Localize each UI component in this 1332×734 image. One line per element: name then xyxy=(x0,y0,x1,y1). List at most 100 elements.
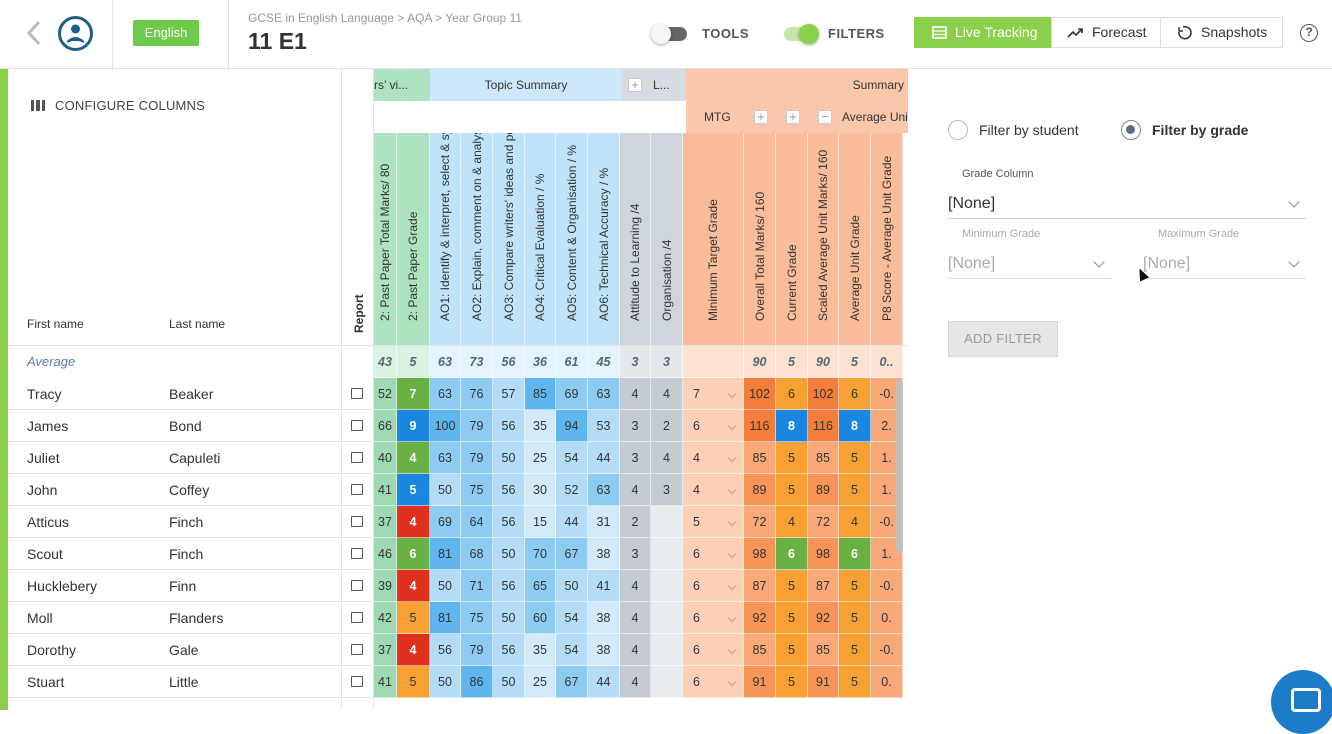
grade-cell[interactable]: 5 xyxy=(776,570,808,602)
grade-cell[interactable]: 85 xyxy=(744,442,776,474)
grade-cell[interactable]: 57 xyxy=(493,378,525,410)
chat-support-icon[interactable] xyxy=(1271,670,1332,734)
column-header[interactable]: AO5: Content & Organisation / % xyxy=(556,133,588,345)
grade-cell[interactable]: 37 xyxy=(374,506,397,538)
grade-cell[interactable]: 3 xyxy=(620,442,651,474)
grade-cell[interactable]: 66 xyxy=(374,410,397,442)
grade-cell[interactable]: 5 xyxy=(839,570,871,602)
filter-by-grade-radio[interactable] xyxy=(1121,120,1141,140)
column-header[interactable]: Overall Total Marks/ 160 xyxy=(744,133,776,345)
column-header[interactable]: AO3: Compare writers' ideas and pers... xyxy=(493,133,525,345)
student-last-name[interactable]: Coffey xyxy=(169,482,210,498)
grade-cell[interactable]: 4 xyxy=(776,506,808,538)
student-first-name[interactable]: Juliet xyxy=(27,450,60,466)
student-last-name[interactable]: Finch xyxy=(169,546,204,562)
grade-cell[interactable]: 68 xyxy=(461,538,493,570)
back-chevron-icon[interactable] xyxy=(22,18,46,48)
grade-cell[interactable]: 54 xyxy=(556,602,588,634)
student-first-name[interactable]: Atticus xyxy=(27,514,70,530)
grade-cell[interactable]: 38 xyxy=(588,602,620,634)
grade-cell[interactable] xyxy=(651,506,683,538)
grade-cell[interactable]: 5 xyxy=(839,602,871,634)
student-first-name[interactable]: Scout xyxy=(27,546,63,562)
add-filter-button[interactable]: ADD FILTER xyxy=(948,321,1058,357)
help-icon[interactable]: ? xyxy=(1300,24,1318,42)
grade-cell[interactable]: 5 xyxy=(397,602,430,634)
grade-cell[interactable]: 30 xyxy=(525,474,556,506)
grade-cell[interactable]: 56 xyxy=(430,634,461,666)
student-last-name[interactable]: Finn xyxy=(169,578,197,594)
column-header[interactable]: P8 Score - Average Unit Grade xyxy=(871,133,903,345)
tab-snapshots[interactable]: Snapshots xyxy=(1160,17,1283,48)
grade-cell[interactable]: 46 xyxy=(374,538,397,570)
student-last-name[interactable]: Beaker xyxy=(169,386,214,402)
average-unit-subheader[interactable]: Average Uni xyxy=(842,110,908,124)
grade-cell[interactable]: 56 xyxy=(493,634,525,666)
grade-cell[interactable]: 6 xyxy=(683,666,744,698)
grade-cell[interactable]: 85 xyxy=(744,634,776,666)
grade-cell[interactable]: -0. xyxy=(871,570,903,602)
student-first-name[interactable]: Stuart xyxy=(27,674,65,690)
grade-cell[interactable]: 40 xyxy=(374,442,397,474)
filter-by-student-label[interactable]: Filter by student xyxy=(979,122,1079,138)
grade-cell[interactable]: 69 xyxy=(556,378,588,410)
grade-cell[interactable]: 25 xyxy=(525,666,556,698)
grade-cell[interactable]: 72 xyxy=(808,506,839,538)
grade-cell[interactable]: 81 xyxy=(430,602,461,634)
grade-cell[interactable]: 5 xyxy=(776,634,808,666)
grade-cell[interactable]: 1. xyxy=(871,538,903,570)
filters-toggle[interactable] xyxy=(782,24,820,44)
grade-cell[interactable]: 6 xyxy=(683,570,744,602)
grade-cell[interactable]: 5 xyxy=(776,474,808,506)
expand-plus-icon[interactable]: + xyxy=(754,110,768,124)
student-report-icon[interactable] xyxy=(351,644,363,655)
grade-cell[interactable]: 4 xyxy=(651,442,683,474)
grade-cell[interactable]: 81 xyxy=(430,538,461,570)
grade-cell[interactable]: 6 xyxy=(776,378,808,410)
collapse-minus-icon[interactable]: − xyxy=(818,110,832,124)
grade-cell[interactable]: 6 xyxy=(776,538,808,570)
grade-cell[interactable]: 4 xyxy=(683,474,744,506)
grade-cell[interactable]: 25 xyxy=(525,442,556,474)
grade-cell[interactable]: 67 xyxy=(556,666,588,698)
grade-cell[interactable]: 50 xyxy=(430,666,461,698)
grade-cell[interactable]: 92 xyxy=(808,602,839,634)
grade-cell[interactable]: 69 xyxy=(430,506,461,538)
grade-cell[interactable]: 63 xyxy=(430,378,461,410)
grade-cell[interactable]: 31 xyxy=(588,506,620,538)
student-report-icon[interactable] xyxy=(351,388,363,399)
grade-cell[interactable]: 3 xyxy=(651,474,683,506)
grade-cell[interactable]: 5 xyxy=(397,474,430,506)
grade-cell[interactable]: 5 xyxy=(776,442,808,474)
column-header[interactable]: Minimum Target Grade xyxy=(683,133,744,345)
grade-cell[interactable]: 5 xyxy=(839,474,871,506)
grade-cell[interactable]: 85 xyxy=(525,378,556,410)
column-header[interactable]: 2: Past Paper Grade xyxy=(397,133,430,345)
grade-cell[interactable]: 6 xyxy=(683,538,744,570)
grade-cell[interactable]: 102 xyxy=(744,378,776,410)
student-report-icon[interactable] xyxy=(351,484,363,495)
first-name-header[interactable]: First name xyxy=(27,317,84,331)
grade-cell[interactable]: 6 xyxy=(839,538,871,570)
maximum-grade-select[interactable]: [None] xyxy=(1143,249,1306,279)
grade-cell[interactable]: 50 xyxy=(493,666,525,698)
grade-cell[interactable]: 0. xyxy=(871,602,903,634)
column-header[interactable]: AO2: Explain, comment on & analyse ... xyxy=(461,133,493,345)
grade-cell[interactable]: 76 xyxy=(461,378,493,410)
grade-cell[interactable]: 56 xyxy=(493,410,525,442)
grade-cell[interactable]: 5 xyxy=(839,442,871,474)
group-header-topic-summary[interactable]: Topic Summary xyxy=(430,69,622,101)
group-header-writers[interactable]: rs’ vi... xyxy=(374,69,430,101)
grade-cell[interactable]: 8 xyxy=(839,410,871,442)
column-header[interactable]: Attitude to Learning /4 xyxy=(620,133,651,345)
expand-plus-icon[interactable]: + xyxy=(628,78,642,92)
grade-cell[interactable]: 7 xyxy=(397,378,430,410)
grade-cell[interactable] xyxy=(651,570,683,602)
grade-cell[interactable]: 35 xyxy=(525,634,556,666)
grade-cell[interactable]: 5 xyxy=(776,602,808,634)
filter-by-grade-label[interactable]: Filter by grade xyxy=(1152,122,1249,138)
grade-cell[interactable]: 63 xyxy=(588,378,620,410)
grade-cell[interactable]: 56 xyxy=(493,506,525,538)
grade-cell[interactable]: 50 xyxy=(493,442,525,474)
grade-cell[interactable]: 6 xyxy=(397,538,430,570)
